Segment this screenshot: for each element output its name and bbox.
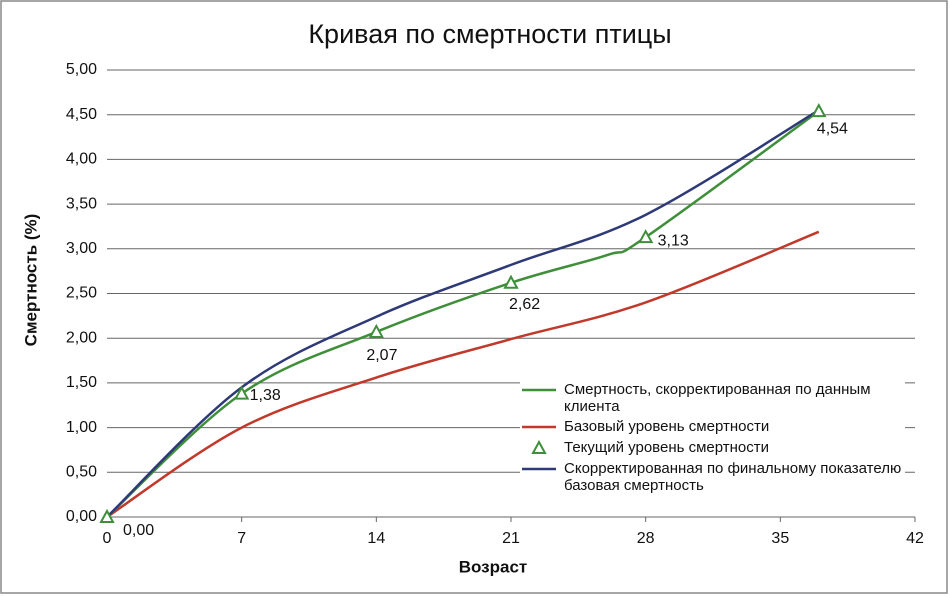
data-label: 2,07 <box>366 347 397 364</box>
triangle-marker <box>637 229 654 244</box>
legend-swatch <box>522 425 556 429</box>
data-label: 0,00 <box>123 522 154 539</box>
data-label: 1,38 <box>250 387 281 404</box>
y-tick-label: 2,50 <box>66 285 97 302</box>
x-tick-label: 21 <box>502 530 520 547</box>
series-line <box>106 230 820 519</box>
legend: Смертность, скорректированная по данным … <box>520 372 905 503</box>
legend-swatch <box>531 439 547 454</box>
y-axis-label: Смертность (%) <box>21 214 40 347</box>
y-tick-label: 1,50 <box>66 374 97 391</box>
y-tick-label: 1,00 <box>66 419 97 436</box>
x-tick-label: 42 <box>906 530 924 547</box>
legend-entry: Текущий уровень смертности <box>520 439 905 457</box>
legend-entry: Смертность, скорректированная по данным … <box>520 381 905 415</box>
data-label: 3,13 <box>658 232 689 249</box>
data-label: 2,62 <box>509 296 540 313</box>
y-tick-label: 3,50 <box>66 195 97 212</box>
legend-entry: Скорректированная по финальному показате… <box>520 460 905 494</box>
y-tick-label: 2,00 <box>66 329 97 346</box>
legend-swatch <box>522 467 556 471</box>
y-tick-label: 0,00 <box>66 508 97 525</box>
triangle-marker <box>503 274 519 289</box>
y-tick-label: 4,50 <box>66 106 97 123</box>
legend-label: Смертность, скорректированная по данным … <box>564 381 871 415</box>
y-tick-label: 4,00 <box>66 151 97 168</box>
legend-label: Текущий уровень смертности <box>564 439 769 456</box>
legend-label: Скорректированная по финальному показате… <box>564 460 902 494</box>
series-line <box>106 109 820 518</box>
legend-swatch <box>522 388 556 392</box>
x-axis-label: Возраст <box>459 557 528 576</box>
triangle-marker <box>811 103 827 118</box>
x-tick-label: 0 <box>103 530 112 547</box>
data-label: 4,54 <box>817 120 848 137</box>
triangle-marker <box>368 323 385 338</box>
legend-entry: Базовый уровень смертности <box>520 418 905 436</box>
triangle-marker <box>233 385 250 400</box>
triangle-marker <box>99 508 115 523</box>
chart-title: Кривая по смертности птицы <box>308 19 671 49</box>
legend-marker <box>531 439 547 454</box>
x-tick-label: 28 <box>637 530 655 547</box>
y-tick-label: 5,00 <box>66 61 97 78</box>
x-tick-label: 7 <box>237 530 246 547</box>
x-tick-label: 14 <box>367 530 385 547</box>
legend-label: Базовый уровень смертности <box>564 418 770 435</box>
y-tick-label: 3,00 <box>66 240 97 257</box>
x-tick-label: 35 <box>771 530 789 547</box>
y-tick-label: 0,50 <box>66 464 97 481</box>
